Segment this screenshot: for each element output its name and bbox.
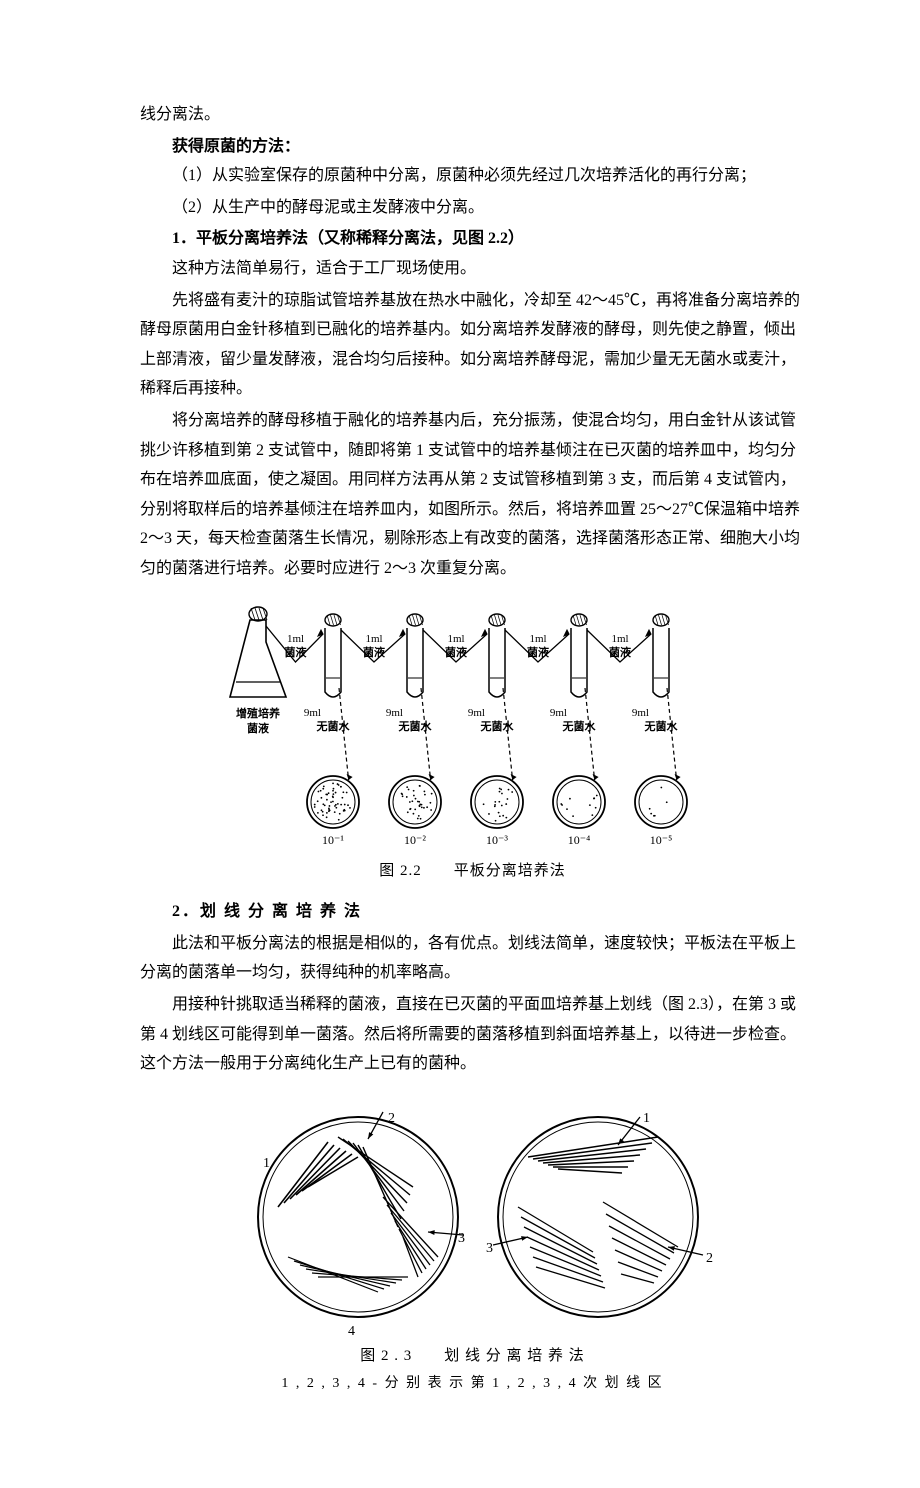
streak-diagram: 1 2 3 4 1 2 3	[218, 1097, 728, 1337]
svg-text:无菌水: 无菌水	[397, 719, 432, 733]
svg-text:10⁻⁵: 10⁻⁵	[649, 833, 672, 847]
svg-text:菌液: 菌液	[247, 721, 270, 735]
figure-2-3-caption: 图 2 . 3 划 线 分 离 培 养 法	[140, 1343, 805, 1371]
figure-2-3-subcaption: 1 , 2 , 3 , 4 - 分 别 表 示 第 1 , 2 , 3 , 4 …	[140, 1371, 805, 1397]
svg-text:1: 1	[643, 1111, 650, 1126]
svg-text:10⁻²: 10⁻²	[404, 833, 426, 847]
method-2-para-1: 此法和平板分离法的根据是相似的，各有优点。划线法简单，速度较快；平板法在平板上分…	[140, 929, 805, 988]
svg-text:2: 2	[388, 1111, 395, 1126]
svg-text:9ml: 9ml	[631, 707, 648, 719]
svg-text:10⁻³: 10⁻³	[486, 833, 508, 847]
obtain-item-1: （1）从实验室保存的原菌种中分离，原菌种必须先经过几次培养活化的再行分离；	[140, 161, 805, 191]
svg-text:增殖培养: 增殖培养	[236, 706, 281, 720]
svg-text:4: 4	[348, 1324, 355, 1337]
svg-text:菌液: 菌液	[609, 645, 632, 659]
svg-text:3: 3	[486, 1241, 493, 1256]
figure-2-2-caption: 图 2.2 平板分离培养法	[140, 858, 805, 886]
svg-text:10⁻⁴: 10⁻⁴	[567, 833, 590, 847]
fragment-top: 线分离法。	[140, 100, 805, 130]
svg-text:1ml: 1ml	[447, 633, 464, 645]
method-2-heading: 2．划 线 分 离 培 养 法	[140, 897, 805, 927]
figure-2-2: 增殖培养菌液9ml无菌水1ml菌液10⁻¹9ml无菌水1ml菌液10⁻²9ml无…	[140, 602, 805, 886]
svg-text:菌液: 菌液	[445, 645, 468, 659]
method-1-para-1: 这种方法简单易行，适合于工厂现场使用。	[140, 254, 805, 284]
svg-text:无菌水: 无菌水	[643, 719, 678, 733]
svg-text:菌液: 菌液	[363, 645, 386, 659]
svg-text:9ml: 9ml	[385, 707, 402, 719]
svg-text:1ml: 1ml	[365, 633, 382, 645]
svg-text:10⁻¹: 10⁻¹	[322, 833, 344, 847]
svg-text:菌液: 菌液	[527, 645, 550, 659]
obtain-item-2: （2）从生产中的酵母泥或主发酵液中分离。	[140, 193, 805, 223]
dilution-diagram: 增殖培养菌液9ml无菌水1ml菌液10⁻¹9ml无菌水1ml菌液10⁻²9ml无…	[203, 602, 743, 852]
svg-text:1ml: 1ml	[286, 633, 303, 645]
obtain-heading: 获得原菌的方法：	[140, 132, 805, 162]
svg-text:1ml: 1ml	[611, 633, 628, 645]
svg-text:9ml: 9ml	[549, 707, 566, 719]
svg-text:2: 2	[706, 1251, 713, 1266]
figure-2-3: 1 2 3 4 1 2 3 图 2 . 3 划 线 分 离 培 养 法 1 , 2 , 3 …	[140, 1097, 805, 1397]
method-1-heading: 1．平板分离培养法（又称稀释分离法，见图 2.2）	[140, 224, 805, 254]
svg-text:无菌水: 无菌水	[315, 719, 350, 733]
svg-text:3: 3	[458, 1231, 465, 1246]
svg-text:1ml: 1ml	[529, 633, 546, 645]
svg-text:无菌水: 无菌水	[561, 719, 596, 733]
method-2-para-2: 用接种针挑取适当稀释的菌液，直接在已灭菌的平面皿培养基上划线（图 2.3），在第…	[140, 990, 805, 1079]
svg-text:9ml: 9ml	[467, 707, 484, 719]
method-1-para-3: 将分离培养的酵母移植于融化的培养基内后，充分振荡，使混合均匀，用白金针从该试管挑…	[140, 406, 805, 584]
svg-text:无菌水: 无菌水	[479, 719, 514, 733]
svg-text:9ml: 9ml	[303, 707, 320, 719]
svg-text:1: 1	[263, 1156, 270, 1171]
method-1-para-2: 先将盛有麦汁的琼脂试管培养基放在热水中融化，冷却至 42～45℃，再将准备分离培…	[140, 286, 805, 404]
